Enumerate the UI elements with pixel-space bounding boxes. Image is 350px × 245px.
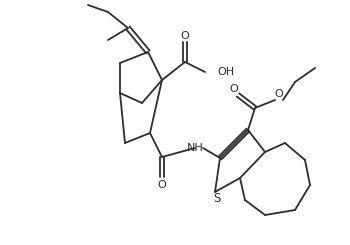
Text: O: O <box>181 31 189 41</box>
Text: NH: NH <box>187 143 203 153</box>
Text: OH: OH <box>217 67 234 77</box>
Text: O: O <box>275 89 284 99</box>
Text: O: O <box>158 180 166 190</box>
Text: O: O <box>230 84 238 94</box>
Text: S: S <box>213 192 221 205</box>
